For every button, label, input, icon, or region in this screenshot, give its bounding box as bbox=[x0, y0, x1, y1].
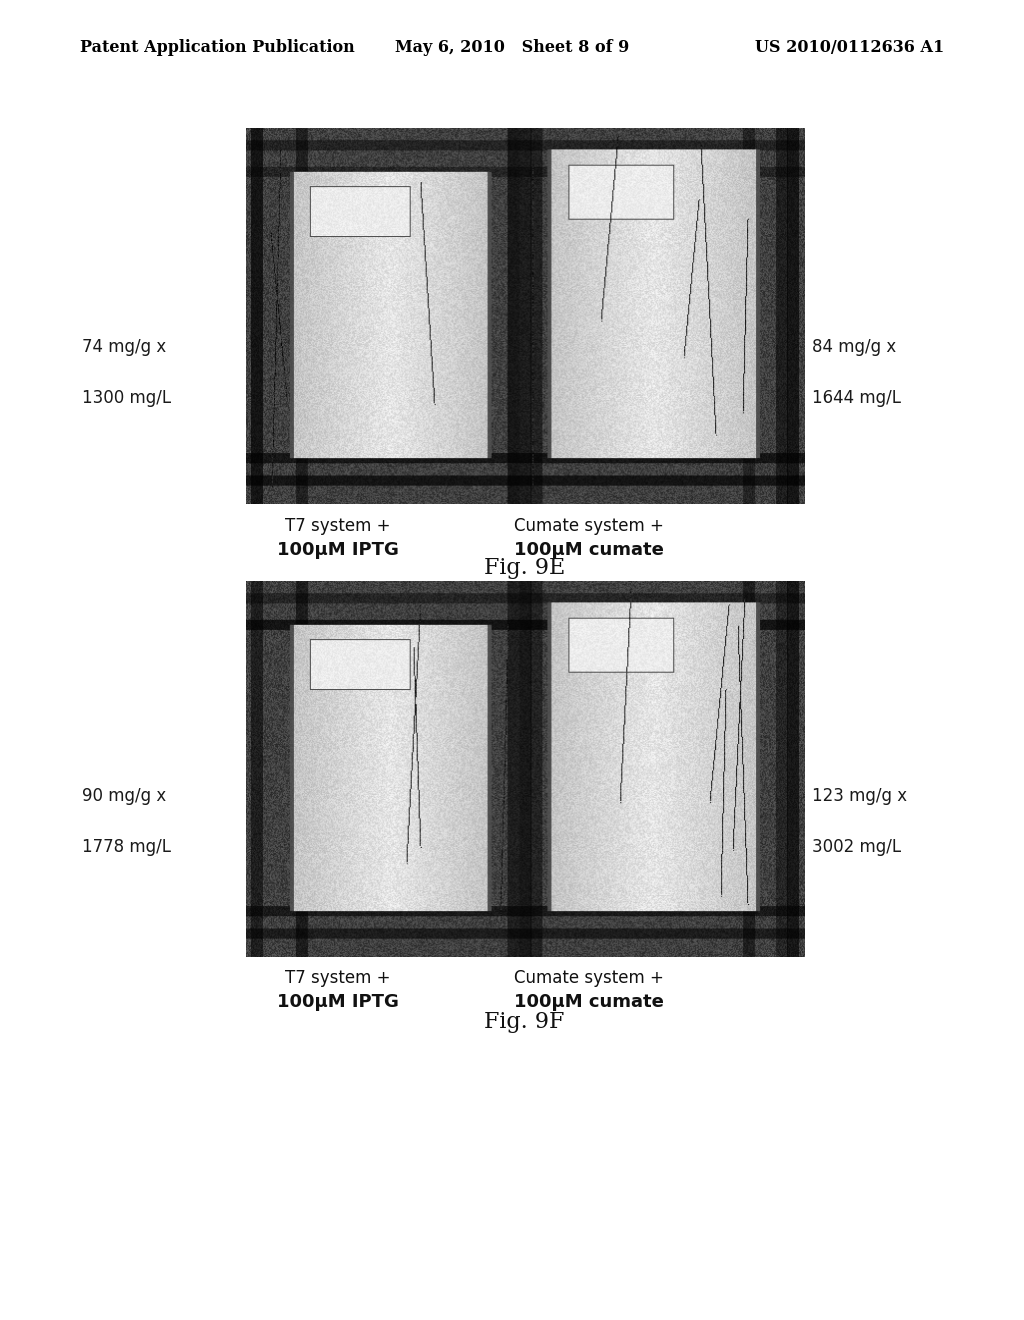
Text: US 2010/0112636 A1: US 2010/0112636 A1 bbox=[755, 40, 944, 55]
Text: Cumate system +: Cumate system + bbox=[514, 969, 664, 987]
Text: 100μM cumate: 100μM cumate bbox=[514, 993, 664, 1011]
Text: Fig. 9E: Fig. 9E bbox=[483, 557, 565, 579]
Text: Patent Application Publication: Patent Application Publication bbox=[80, 40, 354, 55]
Text: Fig. 9F: Fig. 9F bbox=[484, 1011, 564, 1034]
Text: T7 system +: T7 system + bbox=[285, 517, 391, 536]
Text: 1644 mg/L: 1644 mg/L bbox=[812, 389, 901, 408]
Text: 84 mg/g x: 84 mg/g x bbox=[812, 338, 896, 356]
Text: 74 mg/g x: 74 mg/g x bbox=[82, 338, 166, 356]
Text: 90 mg/g x: 90 mg/g x bbox=[82, 787, 166, 805]
Text: 100μM IPTG: 100μM IPTG bbox=[276, 993, 399, 1011]
Text: Cumate system +: Cumate system + bbox=[514, 517, 664, 536]
Text: 1300 mg/L: 1300 mg/L bbox=[82, 389, 171, 408]
Text: 1778 mg/L: 1778 mg/L bbox=[82, 838, 171, 857]
Text: 100μM IPTG: 100μM IPTG bbox=[276, 541, 399, 560]
Text: 123 mg/g x: 123 mg/g x bbox=[812, 787, 907, 805]
Text: 100μM cumate: 100μM cumate bbox=[514, 541, 664, 560]
Text: 3002 mg/L: 3002 mg/L bbox=[812, 838, 901, 857]
Text: T7 system +: T7 system + bbox=[285, 969, 391, 987]
Text: May 6, 2010   Sheet 8 of 9: May 6, 2010 Sheet 8 of 9 bbox=[395, 40, 629, 55]
